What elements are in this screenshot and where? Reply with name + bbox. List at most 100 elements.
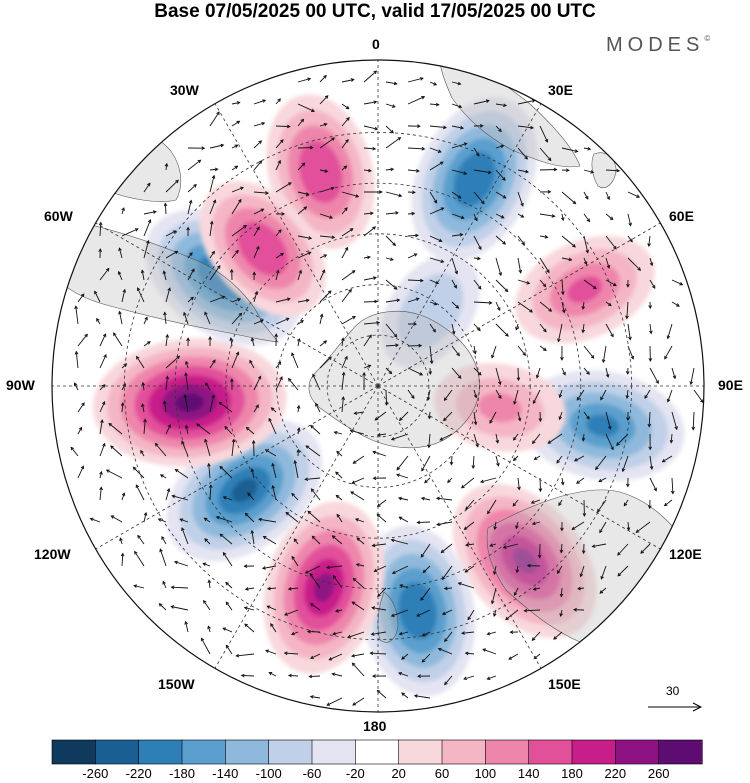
wind-arrow: [583, 345, 595, 359]
wind-arrow: [539, 279, 547, 288]
wind-arrow: [225, 601, 233, 611]
graticule: [52, 60, 704, 712]
wind-arrow: [385, 257, 394, 261]
wind-arrow: [245, 426, 255, 435]
wind-arrow: [533, 455, 541, 460]
wind-arrow: [110, 515, 123, 523]
wind-arrow: [143, 511, 148, 523]
colorbar-tick-label: 20: [391, 766, 406, 781]
wind-arrow: [231, 225, 247, 237]
wind-arrow: [209, 265, 221, 281]
wind-arrow: [185, 360, 189, 369]
wind-arrow: [285, 511, 299, 523]
wind-arrow: [187, 252, 193, 259]
wind-arrow: [222, 551, 233, 567]
wind-arrow: [627, 191, 641, 198]
wind-arrow: [583, 257, 588, 266]
wind-arrow: [495, 144, 505, 149]
wind-arrow: [287, 673, 299, 678]
wind-arrow: [331, 672, 343, 677]
wind-arrow: [517, 345, 526, 356]
wind-arrow: [413, 694, 431, 699]
wind-arrow: [187, 199, 193, 215]
wind-arrow: [352, 455, 365, 464]
wind-arrow: [135, 484, 145, 501]
wind-arrow: [251, 439, 256, 457]
wind-arrow: [275, 376, 283, 391]
wind-arrow: [429, 191, 438, 204]
wind-arrow: [421, 631, 431, 637]
wind-arrow: [310, 488, 321, 501]
wind-arrow: [617, 543, 629, 556]
wind-arrow: [240, 673, 255, 678]
wind-arrow: [275, 98, 281, 105]
wind-arrow: [304, 565, 321, 574]
wind-arrow: [99, 419, 104, 435]
meridian-line: [95, 385, 379, 550]
wind-arrow: [120, 552, 125, 567]
wind-arrow: [244, 512, 255, 523]
wind-arrow: [605, 235, 617, 250]
wind-arrow: [473, 191, 485, 205]
wind-arrow: [165, 230, 177, 237]
wind-arrow: [513, 389, 519, 405]
wind-arrow: [489, 543, 497, 547]
wind-arrow: [297, 145, 314, 150]
wind-arrow: [351, 477, 365, 484]
wind-arrow: [173, 560, 189, 567]
wind-arrow: [184, 424, 189, 435]
wind-arrow: [465, 543, 475, 547]
wind-arrow: [96, 317, 101, 325]
wind-arrow: [244, 587, 255, 591]
lon-label-30w: 30W: [170, 82, 199, 98]
wind-arrow: [275, 297, 291, 303]
wind-arrow: [591, 543, 607, 548]
wind-arrow: [473, 99, 490, 105]
wind-arrow: [333, 430, 343, 435]
south-america: [52, 217, 279, 343]
colorbar-swatch: [528, 739, 573, 765]
wind-arrow: [583, 191, 589, 200]
wind-arrow: [154, 442, 167, 457]
wind-arrow: [187, 146, 206, 150]
wind-arrow: [583, 213, 591, 223]
reference-vector-label: 30: [666, 684, 680, 698]
wind-arrow: [538, 411, 543, 423]
meridian-line: [214, 385, 379, 669]
wind-arrow: [451, 169, 468, 175]
wind-arrow: [451, 191, 462, 199]
wind-arrow: [253, 208, 265, 215]
wind-arrow: [467, 609, 475, 621]
wind-arrow: [605, 323, 614, 338]
wind-arrow: [486, 631, 497, 636]
wind-arrow: [473, 169, 492, 175]
wind-arrow: [435, 496, 453, 501]
wind-arrow: [535, 367, 541, 379]
wind-arrow: [626, 411, 630, 422]
wind-arrow: [440, 543, 453, 554]
wind-arrow: [561, 279, 565, 296]
wind-arrow: [165, 179, 179, 193]
wind-arrow: [341, 355, 348, 369]
wind-arrow: [132, 466, 145, 479]
wind-arrow: [328, 653, 343, 661]
wind-arrow: [143, 316, 148, 325]
wind-arrow: [275, 252, 285, 259]
wind-arrow: [319, 137, 336, 149]
wind-arrow: [513, 433, 519, 441]
wind-arrow: [517, 257, 523, 274]
wind-arrow: [407, 253, 418, 259]
wind-arrow: [473, 411, 478, 426]
wind-arrow: [351, 662, 365, 677]
wind-arrow: [184, 372, 189, 391]
wind-arrow: [671, 279, 684, 286]
wind-arrow: [583, 169, 595, 174]
wind-arrow: [495, 323, 509, 337]
wind-arrow: [457, 582, 475, 589]
wind-arrow: [209, 295, 226, 303]
wind-arrow: [297, 103, 315, 112]
wind-arrow: [444, 675, 453, 686]
wind-arrow: [209, 250, 215, 259]
anomaly-cell: [359, 525, 476, 697]
wind-arrow: [363, 276, 377, 281]
